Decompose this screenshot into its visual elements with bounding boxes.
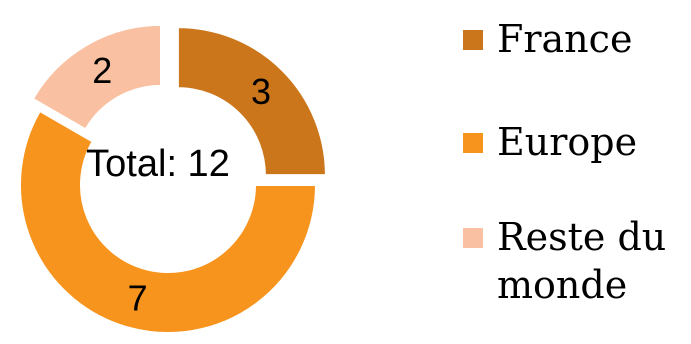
legend-swatch-reste-du-monde: [463, 228, 483, 248]
value-label-france: 3: [251, 71, 271, 112]
center-total-label: Total: 12: [86, 143, 230, 185]
legend-swatch-europe: [463, 133, 483, 153]
slice-europe: [19, 109, 318, 334]
legend-label-europe: Europe: [497, 120, 637, 164]
legend-label-reste-du-monde-line-2: monde: [497, 263, 627, 307]
slice-france: [176, 26, 327, 177]
legend-label-reste-du-monde-line-1: Reste du: [497, 215, 666, 259]
value-label-reste-du-monde: 2: [92, 50, 112, 91]
slice-reste-du-monde: [31, 23, 162, 131]
value-labels-group: 3 7 2: [92, 50, 271, 318]
legend-label-france: France: [497, 17, 632, 61]
legend-swatch-france: [463, 30, 483, 50]
value-label-europe: 7: [128, 277, 148, 318]
slices-group: [19, 23, 327, 334]
